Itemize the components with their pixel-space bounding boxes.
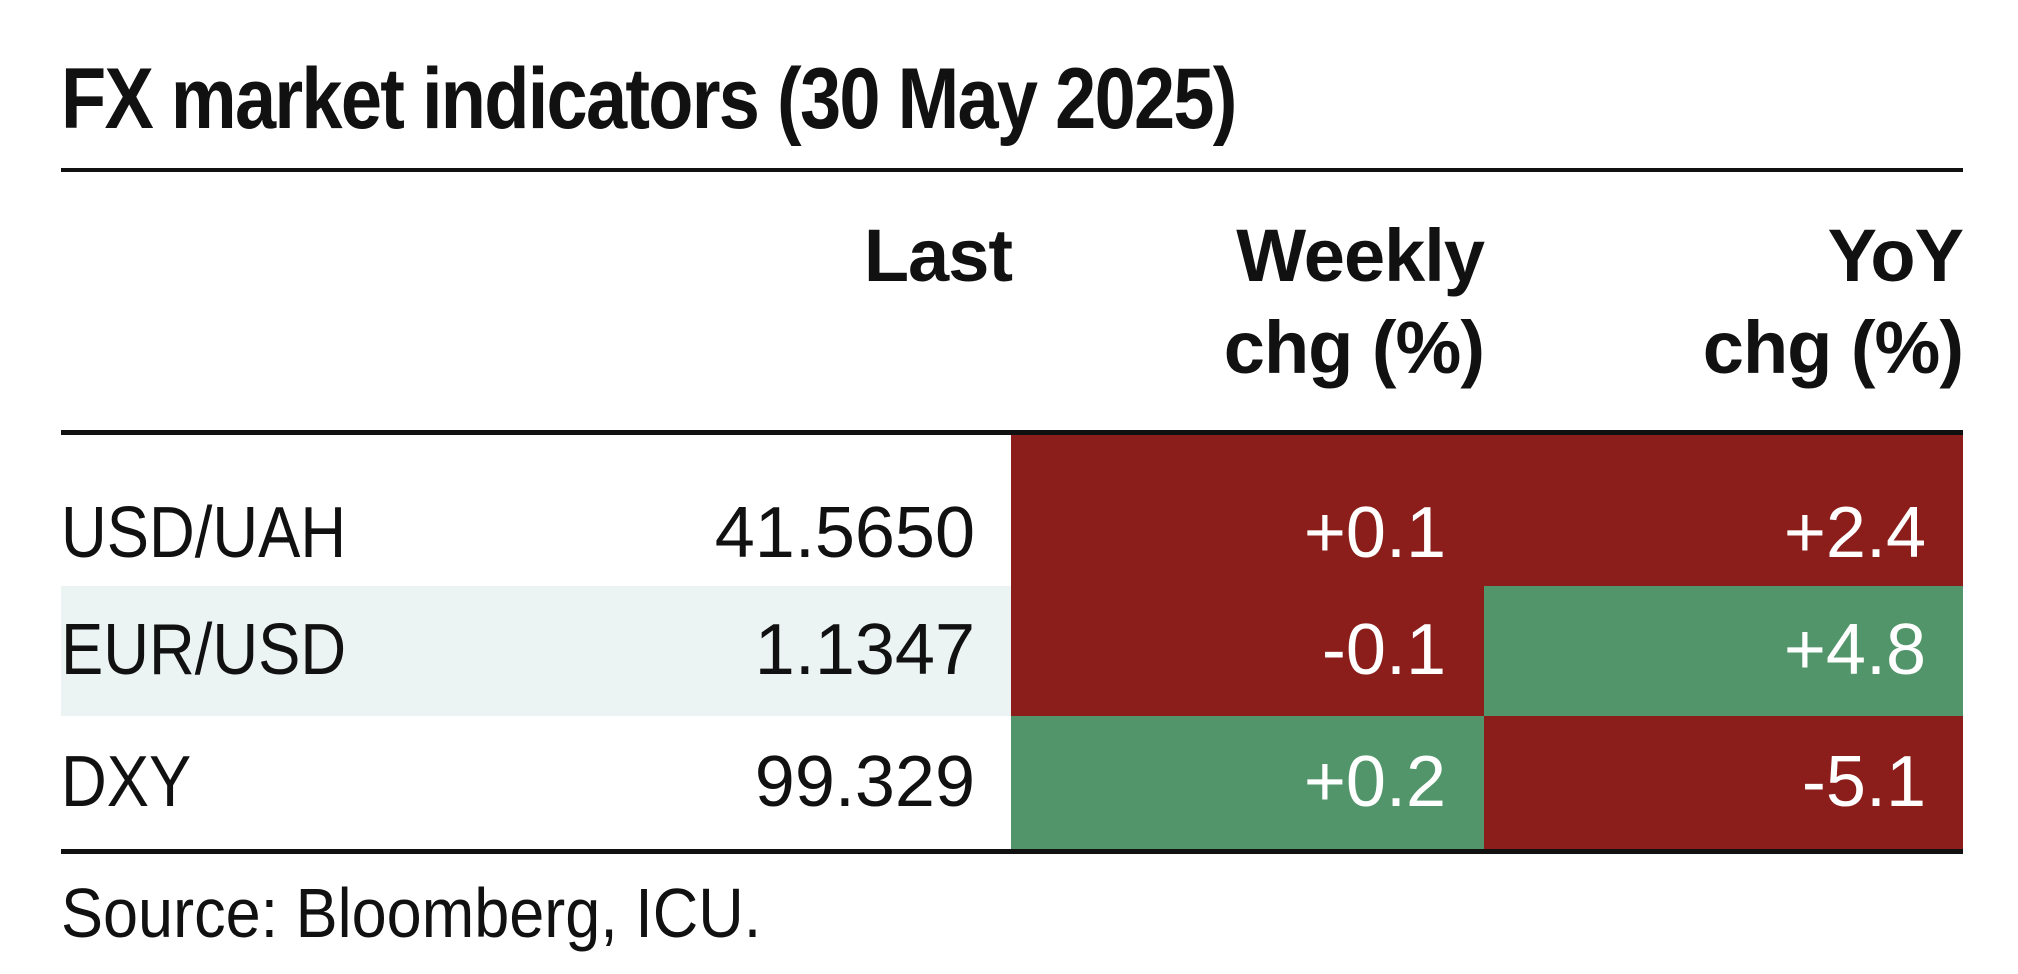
weekly-cell-usd-uah <box>1011 435 1484 586</box>
row-label-usd-uah: USD/UAH <box>61 493 347 573</box>
header-divider <box>61 430 1963 435</box>
column-header-weekly: Weekly chg (%) <box>1050 210 1485 394</box>
yoy-cell-dxy <box>1484 716 1963 849</box>
weekly-cell-dxy <box>1011 716 1484 849</box>
title-divider <box>61 168 1963 172</box>
weekly-value-usd-uah: +0.1 <box>1303 493 1446 573</box>
yoy-value-dxy: -5.1 <box>1801 742 1926 822</box>
yoy-cell-eur-usd <box>1484 586 1963 716</box>
column-header-last: Last <box>700 210 1013 302</box>
column-header-yoy: YoY chg (%) <box>1500 210 1964 394</box>
yoy-value-usd-uah: +2.4 <box>1783 493 1926 573</box>
row-label-dxy: DXY <box>61 742 192 822</box>
row-stripe <box>61 586 1011 716</box>
column-header-weekly-line2: chg (%) <box>1223 306 1485 389</box>
page-title: FX market indicators (30 May 2025) <box>61 51 1237 147</box>
row-label-eur-usd: EUR/USD <box>61 610 347 690</box>
yoy-cell-usd-uah <box>1484 435 1963 586</box>
table-bottom-divider <box>61 849 1963 854</box>
last-value-dxy: 99.329 <box>754 742 975 822</box>
last-value-usd-uah: 41.5650 <box>714 493 975 573</box>
column-header-yoy-line1: YoY <box>1827 214 1964 297</box>
column-header-last-label: Last <box>863 214 1013 297</box>
column-header-yoy-line2: chg (%) <box>1702 306 1964 389</box>
weekly-value-dxy: +0.2 <box>1303 742 1446 822</box>
yoy-value-eur-usd: +4.8 <box>1783 610 1926 690</box>
weekly-value-eur-usd: -0.1 <box>1321 610 1446 690</box>
weekly-cell-eur-usd <box>1011 586 1484 716</box>
source-note: Source: Bloomberg, ICU. <box>61 874 762 952</box>
column-header-weekly-line1: Weekly <box>1236 214 1485 297</box>
last-value-eur-usd: 1.1347 <box>754 610 975 690</box>
